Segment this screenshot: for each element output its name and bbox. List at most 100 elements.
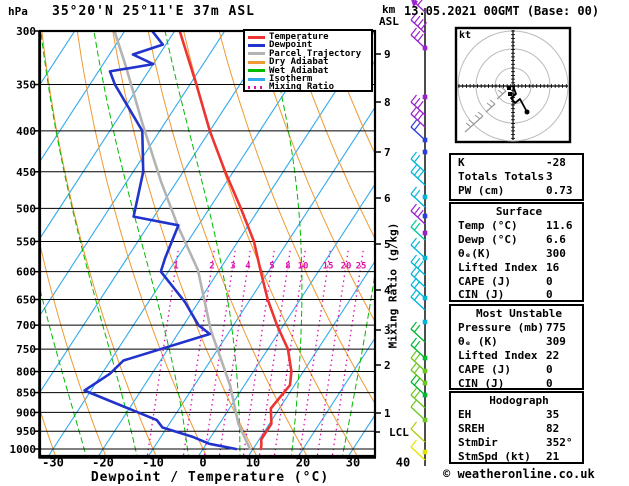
legend-item-label: Dewpoint: [269, 40, 313, 51]
wind-level-marker: [422, 45, 428, 51]
panel-row: Dewp (°C) 6.6: [458, 233, 580, 247]
panel-row: Totals Totals 3: [458, 170, 580, 184]
panel-row-label: θₑ (K): [458, 334, 498, 348]
wet-adiabat-line: [93, 32, 189, 456]
station-title: 35°20'N 25°11'E 37m ASL: [52, 4, 256, 19]
pressure-tick-label: 500: [16, 202, 36, 215]
wind-barb-shaft: [410, 296, 426, 311]
asl-axis-label: ASL: [379, 15, 399, 28]
wind-barb-shaft: [410, 126, 426, 141]
km-tick-label: 1: [384, 407, 391, 420]
wind-barb-shaft: [410, 244, 426, 259]
wind-barb-shaft: [410, 171, 426, 186]
wind-barb-feather: [413, 30, 421, 39]
panel-row: StmSpd (kt) 21: [458, 450, 580, 464]
legend-item-label: Dry Adiabat: [269, 57, 329, 68]
wind-level-marker: [422, 392, 428, 398]
panel-row-value: 309: [546, 334, 566, 348]
isotherm-line: [41, 32, 275, 392]
datetime-title: 13.05.2021 00GMT (Base: 00): [404, 4, 600, 18]
mixing-ratio-line: [298, 249, 331, 456]
wind-barb-shaft: [410, 357, 426, 372]
hodograph-trace-end: [524, 109, 530, 115]
panel-row-value: -28: [546, 156, 566, 169]
pressure-tick-label: 900: [16, 406, 36, 419]
mixing-ratio-value-label: 15: [323, 262, 334, 272]
wind-barb-shaft: [410, 113, 426, 128]
wind-barb-feather: [410, 119, 417, 128]
panel-row-label: CIN (J): [458, 376, 505, 390]
panel-row: Lifted Index 22: [458, 349, 580, 363]
wind-barb-feather: [413, 280, 421, 289]
wind-barb-feather: [413, 377, 421, 386]
temp-tick-label: -20: [92, 456, 114, 470]
legend-swatch-solid: [248, 69, 265, 73]
dry-adiabat-line: [41, 32, 157, 456]
wind-barb-feather: [413, 240, 421, 249]
panel-row: θₑ(K) 300: [458, 247, 580, 261]
wind-barb-feather: [413, 340, 421, 349]
legend-item: Mixing Ratio: [247, 83, 371, 92]
km-tick-label: 7: [384, 146, 391, 159]
wind-level-marker: [422, 295, 428, 301]
km-tick-label: 2: [384, 359, 391, 372]
wind-barb-shaft: [410, 369, 426, 384]
wind-barb-feather: [413, 167, 421, 176]
pressure-tick-label: 850: [16, 387, 36, 400]
wind-barb-feather: [410, 387, 417, 396]
panel-row: CIN (J) 0: [458, 377, 580, 391]
wind-barb-feather: [410, 321, 417, 330]
pressure-tick-label: 800: [16, 366, 36, 379]
panel-row-label: Dewp (°C): [458, 232, 518, 246]
km-tick-label: 4: [384, 284, 391, 297]
km-tick-label: 6: [384, 192, 391, 205]
mixing-ratio-value-label: 2: [209, 262, 214, 272]
most-unstable-panel: Most Unstable Pressure (mb) 775 θₑ (K) 309 Li…: [449, 304, 584, 390]
mixing-ratio-axis-label: Mixing Ratio (g/kg): [386, 222, 400, 349]
wind-barb-feather: [413, 365, 421, 374]
legend-item: Dewpoint: [247, 40, 371, 51]
wind-barb-feather: [410, 439, 417, 448]
temperature-axis-label: Dewpoint / Temperature (°C): [90, 470, 330, 485]
wind-barb-feather: [410, 164, 417, 173]
surface-panel: Surface Temp (°C) 11.6 Dewp (°C) 6.6 θₑ(K) 300…: [449, 202, 584, 302]
panel-row-label: Temp (°C): [458, 218, 518, 232]
legend-item-label: Temperature: [269, 32, 329, 42]
panel-row-value: 352°: [546, 435, 573, 449]
panel-row-label: CAPE (J): [458, 274, 511, 288]
km-axis-label: km: [382, 3, 396, 16]
wind-barb-feather: [410, 421, 417, 430]
panel-row: CIN (J) 0: [458, 288, 580, 302]
hodograph-gray-barb: [485, 103, 496, 113]
wind-barb-feather: [413, 109, 421, 118]
mixing-ratio-line: [331, 249, 364, 456]
wind-barb-shaft: [410, 273, 426, 288]
legend-swatch-solid: [248, 52, 265, 56]
isotherm-line: [41, 32, 125, 161]
pressure-tick-label: 750: [16, 343, 36, 356]
wind-level-marker: [422, 380, 428, 386]
panel-row-label: K: [458, 156, 465, 169]
wind-level-marker: [422, 149, 428, 155]
wind-barb-shaft: [410, 284, 426, 299]
panel-row-label: PW (cm): [458, 183, 505, 197]
hodograph-gray-barb: [473, 115, 484, 125]
wind-barb-feather: [410, 237, 417, 246]
pressure-tick-label: 1000: [10, 443, 37, 456]
wind-level-marker: [422, 449, 428, 455]
panel-row: Temp (°C) 11.6: [458, 219, 580, 233]
wind-level-marker: [422, 368, 428, 374]
panel-row: Lifted Index 16: [458, 261, 580, 275]
pressure-axis-unit: hPa: [8, 5, 28, 18]
panel-row-value: 82: [546, 421, 560, 435]
legend-swatch-dotted: [248, 86, 265, 90]
wind-barb-feather: [413, 222, 421, 231]
wind-barb-feather: [417, 209, 424, 218]
panel-row: θₑ (K) 309: [458, 335, 580, 349]
dry-adiabat-line: [325, 32, 374, 153]
wind-barb-feather: [410, 399, 417, 408]
wind-barb-feather: [410, 12, 417, 21]
wind-barb-feather: [410, 94, 417, 103]
parcel-curve: [113, 32, 252, 451]
wind-barb-shaft: [410, 34, 426, 49]
